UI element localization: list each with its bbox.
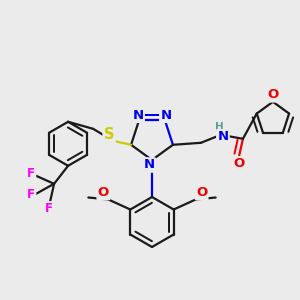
Text: F: F	[27, 188, 35, 201]
Text: H: H	[214, 122, 223, 132]
Text: F: F	[27, 167, 35, 180]
Text: O: O	[233, 157, 244, 170]
Text: O: O	[267, 88, 278, 101]
Text: O: O	[196, 186, 207, 199]
Text: S: S	[104, 127, 114, 142]
Text: N: N	[218, 130, 229, 143]
Text: N: N	[160, 109, 172, 122]
Text: O: O	[98, 186, 109, 199]
Text: N: N	[133, 109, 144, 122]
Text: N: N	[143, 158, 155, 172]
Text: F: F	[45, 202, 53, 215]
